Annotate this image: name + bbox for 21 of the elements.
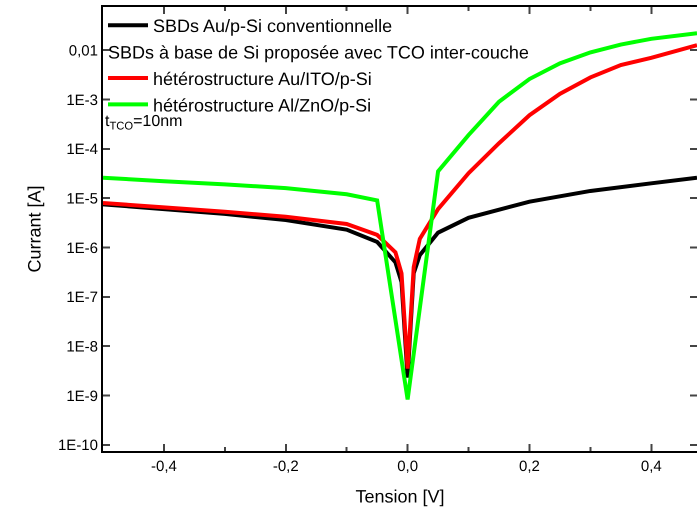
x-tick-label: 0,0 <box>397 458 418 475</box>
x-tick-label: 0,4 <box>640 458 662 475</box>
x-tick-label: 0,2 <box>519 458 540 475</box>
y-axis-title: Currant [A] <box>24 185 45 273</box>
x-axis-title: Tension [V] <box>355 486 445 507</box>
annotation: t$_{TCO}$=10nm <box>105 113 182 132</box>
legend-label: SBDs Au/p-Si conventionnelle <box>153 16 392 36</box>
y-tick-label: 1E-5 <box>66 190 98 208</box>
y-tick-label: 1E-4 <box>66 141 98 158</box>
y-tick-label: 1E-10 <box>58 437 98 454</box>
legend-label: hétérostructure Al/ZnO/p-Si <box>153 95 372 116</box>
x-tick-label: -0,2 <box>272 458 299 475</box>
legend-label: hétérostructure Au/ITO/p-Si <box>153 69 372 90</box>
y-tick-label: 1E-6 <box>66 240 98 257</box>
legend-title: SBDs à base de Si proposée avec TCO inter-couche <box>108 42 529 63</box>
y-tick-label: 1E-8 <box>66 338 98 356</box>
y-tick-label: 1E-3 <box>66 92 98 109</box>
x-tick-label: -0,4 <box>150 458 177 475</box>
y-tick-label: 1E-7 <box>66 289 98 306</box>
y-tick-label: 1E-9 <box>66 388 98 405</box>
y-tick-label: 0,01 <box>68 42 98 60</box>
